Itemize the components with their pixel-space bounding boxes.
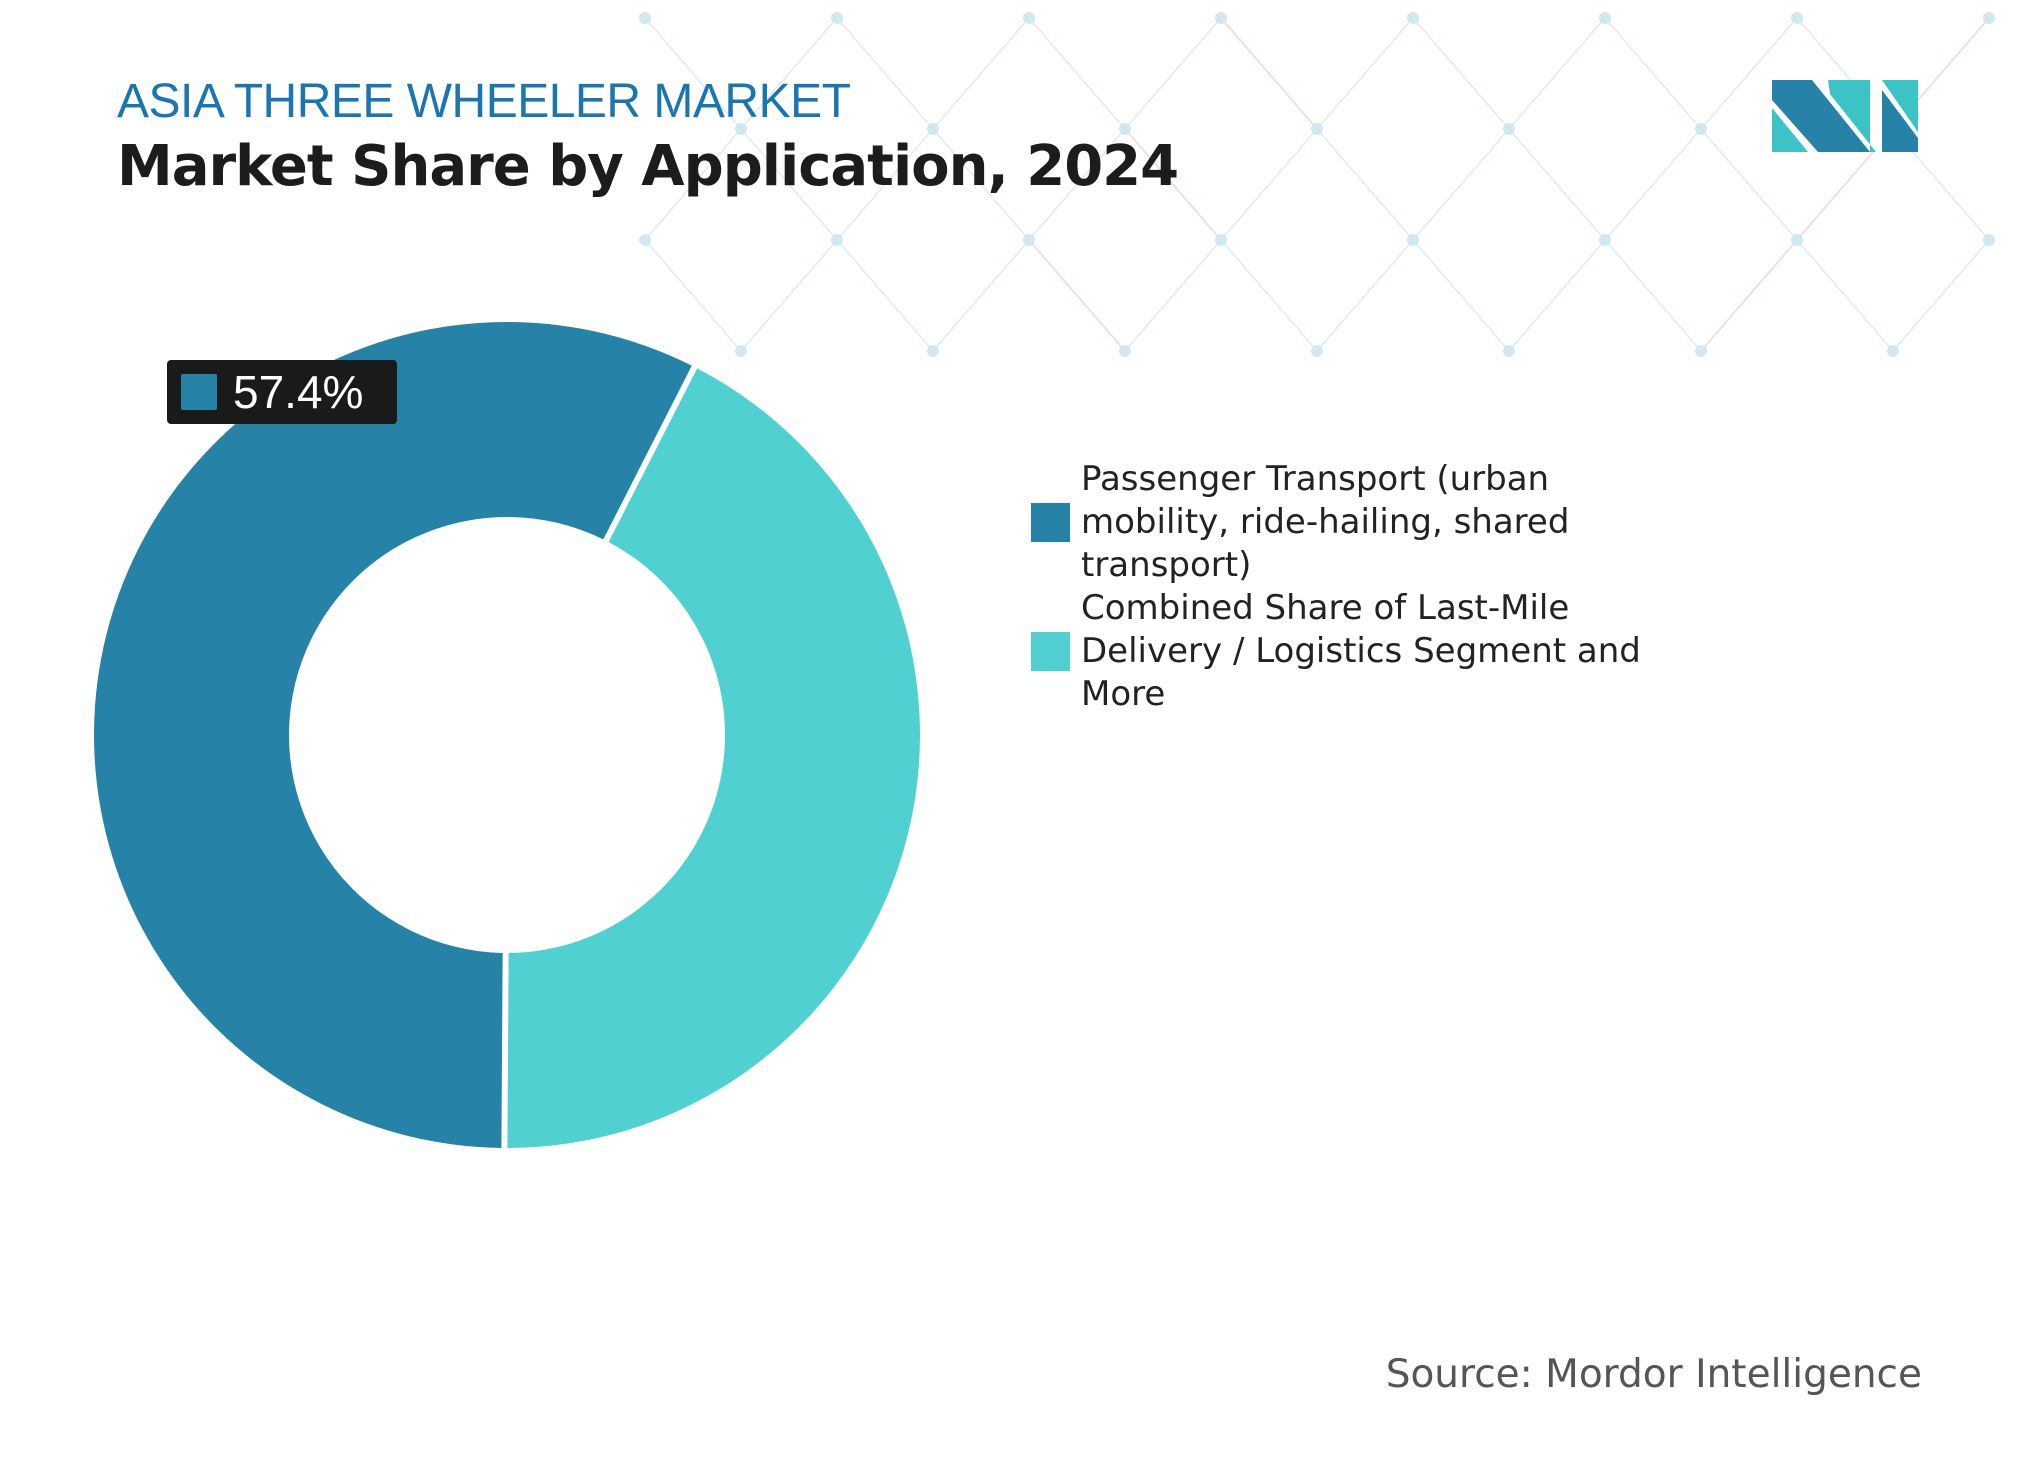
network-line	[1316, 239, 1414, 352]
data-label-text: 57.4%	[233, 366, 364, 418]
network-line	[836, 239, 934, 352]
network-node	[1503, 345, 1515, 357]
donut-slice-delivery[interactable]	[507, 368, 920, 1148]
network-node	[831, 234, 843, 246]
network-line	[1700, 17, 1798, 130]
network-line	[1124, 239, 1222, 352]
data-label-swatch	[181, 374, 217, 410]
network-node	[1599, 12, 1611, 24]
network-line	[740, 239, 838, 352]
network-node	[1023, 12, 1035, 24]
network-line	[932, 128, 1030, 241]
network-node	[1311, 345, 1323, 357]
network-node	[831, 12, 843, 24]
network-line	[1508, 17, 1606, 130]
legend: Passenger Transport (urban mobility, rid…	[1031, 458, 1691, 716]
network-line	[1892, 239, 1990, 352]
network-line	[1508, 239, 1606, 352]
network-node	[1695, 123, 1707, 135]
mordor-intelligence-logo	[1772, 80, 1918, 152]
network-line	[1316, 17, 1414, 130]
network-line	[1220, 239, 1318, 352]
network-line	[1124, 17, 1222, 130]
network-node	[639, 12, 651, 24]
network-node	[1407, 234, 1419, 246]
network-line	[1604, 128, 1702, 241]
network-node	[1503, 123, 1515, 135]
network-line	[1508, 128, 1606, 241]
network-line	[932, 239, 1030, 352]
network-node	[1887, 345, 1899, 357]
network-line	[644, 17, 742, 130]
legend-item-delivery[interactable]: Combined Share of Last-Mile Delivery / L…	[1031, 587, 1691, 716]
network-line	[1700, 239, 1798, 352]
network-line	[932, 17, 1030, 130]
network-node	[1983, 12, 1995, 24]
network-line	[1220, 128, 1318, 241]
network-node	[1695, 345, 1707, 357]
network-line	[644, 239, 742, 352]
network-line	[1604, 17, 1702, 130]
network-node	[927, 345, 939, 357]
chart-kicker: ASIA THREE WHEELER MARKET	[117, 75, 851, 128]
legend-label: Combined Share of Last-Mile Delivery / L…	[1081, 588, 1641, 714]
network-line	[836, 128, 934, 241]
legend-item-passenger[interactable]: Passenger Transport (urban mobility, rid…	[1031, 458, 1691, 587]
network-line	[740, 17, 838, 130]
network-node	[1119, 345, 1131, 357]
network-line	[644, 128, 742, 241]
network-node	[1311, 123, 1323, 135]
network-line	[1700, 128, 1798, 241]
chart-title: Market Share by Application, 2024	[117, 134, 1179, 199]
network-node	[927, 123, 939, 135]
network-line	[1220, 17, 1318, 130]
network-line	[1028, 239, 1126, 352]
network-line	[740, 128, 838, 241]
network-node	[735, 345, 747, 357]
network-node	[1023, 234, 1035, 246]
network-node	[1407, 12, 1419, 24]
legend-swatch	[1031, 503, 1070, 542]
network-line	[836, 17, 934, 130]
donut-slice-passenger[interactable]	[94, 322, 692, 1148]
network-line	[1124, 128, 1222, 241]
source-note: Source: Mordor Intelligence	[1385, 1352, 1922, 1397]
network-node	[735, 123, 747, 135]
network-line	[1412, 128, 1510, 241]
data-label-passenger: 57.4%	[167, 360, 397, 424]
network-node	[1791, 234, 1803, 246]
network-line	[1604, 239, 1702, 352]
legend-label: Passenger Transport (urban mobility, rid…	[1081, 459, 1570, 585]
network-line	[1412, 239, 1510, 352]
network-line	[1316, 128, 1414, 241]
network-line	[1028, 17, 1126, 130]
network-node	[1791, 12, 1803, 24]
network-node	[1599, 234, 1611, 246]
network-line	[1796, 239, 1894, 352]
network-node	[1983, 234, 1995, 246]
network-line	[1412, 17, 1510, 130]
network-node	[1215, 234, 1227, 246]
legend-swatch	[1031, 632, 1070, 671]
network-node	[1215, 12, 1227, 24]
network-node	[639, 234, 651, 246]
network-node	[1119, 123, 1131, 135]
network-line	[1028, 128, 1126, 241]
